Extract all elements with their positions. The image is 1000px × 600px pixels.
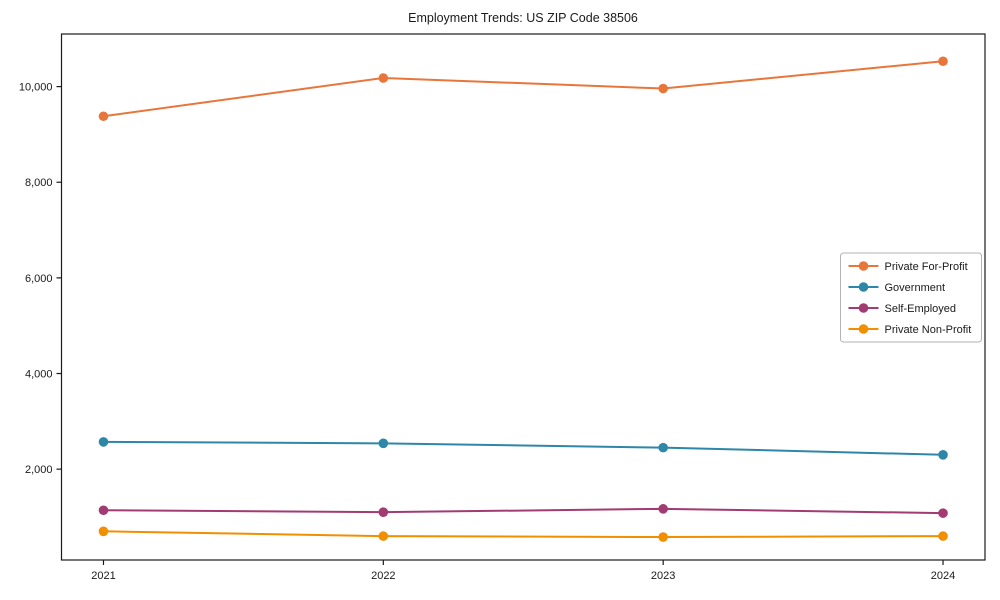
data-point-self-employed-2021 bbox=[98, 505, 109, 516]
x-tick-label: 2022 bbox=[371, 570, 395, 582]
x-tick-label: 2023 bbox=[651, 570, 675, 582]
legend-label-private-for-profit: Private For-Profit bbox=[885, 261, 968, 273]
data-point-government-2022 bbox=[378, 438, 389, 449]
x-tick-label: 2021 bbox=[91, 570, 115, 582]
legend-item-self-employed: Self-Employed bbox=[848, 303, 957, 315]
y-tick-label: 6,000 bbox=[25, 273, 53, 285]
data-point-private-for-profit-2022 bbox=[378, 73, 389, 83]
y-tick-label: 8,000 bbox=[25, 177, 53, 189]
legend-box bbox=[840, 252, 982, 343]
plot-area: 2,000 4,000 6,000 8,000 10,000 2021 2022 2023 20… bbox=[19, 33, 986, 582]
series-line-private-non-profit bbox=[102, 530, 945, 539]
legend-marker-private-for-profit bbox=[858, 261, 869, 271]
legend-label-government: Government bbox=[885, 282, 946, 294]
chart-title: Employment Trends: US ZIP Code 38506 bbox=[408, 11, 638, 25]
legend-label-private-non-profit: Private Non-Profit bbox=[885, 324, 972, 336]
legend-label-self-employed: Self-Employed bbox=[885, 303, 957, 315]
data-point-government-2024 bbox=[938, 450, 948, 460]
plot-frame bbox=[60, 33, 986, 561]
legend: Private For-Profit Government Self-Employe… bbox=[840, 252, 982, 343]
legend-item-private-non-profit: Private Non-Profit bbox=[848, 324, 972, 336]
legend-item-private-for-profit: Private For-Profit bbox=[848, 261, 968, 273]
data-point-self-employed-2024 bbox=[938, 508, 948, 518]
series-line-private-for-profit bbox=[102, 60, 945, 118]
data-point-private-non-profit-2024 bbox=[938, 531, 948, 541]
data-point-self-employed-2022 bbox=[378, 507, 389, 517]
data-point-private-for-profit-2024 bbox=[938, 56, 948, 67]
data-point-private-non-profit-2022 bbox=[378, 531, 389, 541]
data-point-self-employed-2023 bbox=[658, 504, 668, 514]
legend-marker-self-employed bbox=[858, 303, 869, 313]
data-point-private-non-profit-2021 bbox=[98, 526, 109, 537]
y-tick-label: 2,000 bbox=[25, 464, 53, 476]
data-point-private-for-profit-2021 bbox=[98, 111, 109, 122]
data-point-government-2023 bbox=[658, 442, 668, 453]
legend-marker-private-non-profit bbox=[858, 324, 869, 334]
legend-item-government: Government bbox=[848, 282, 946, 294]
y-tick-label: 10,000 bbox=[19, 82, 53, 94]
data-point-private-non-profit-2023 bbox=[658, 532, 668, 542]
data-point-government-2021 bbox=[98, 437, 109, 447]
legend-marker-government bbox=[858, 282, 869, 292]
data-point-private-for-profit-2023 bbox=[658, 83, 668, 94]
x-tick-label: 2024 bbox=[931, 570, 955, 582]
series-line-self-employed bbox=[102, 507, 945, 515]
y-tick-label: 4,000 bbox=[25, 369, 53, 381]
series-line-government bbox=[102, 440, 945, 456]
